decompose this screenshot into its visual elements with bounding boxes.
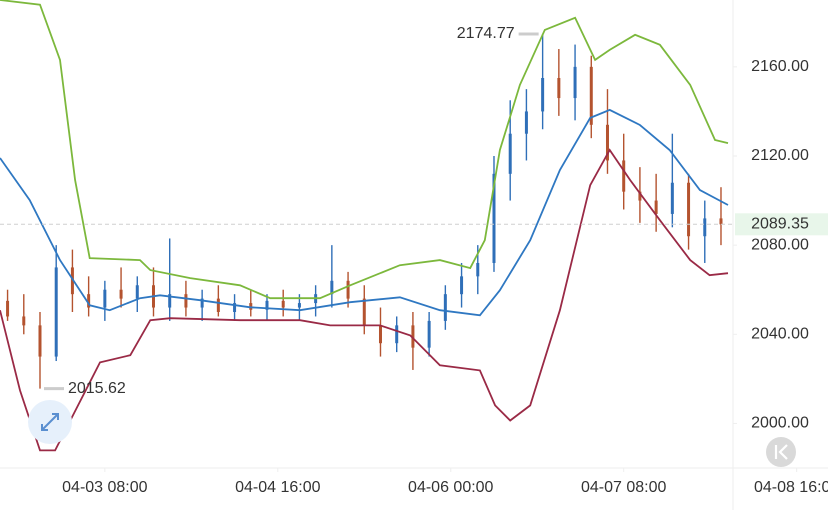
candle-body — [281, 300, 285, 308]
candle-body — [168, 294, 172, 308]
candle-body — [541, 78, 545, 112]
candle-body — [476, 262, 480, 277]
candle-body — [184, 294, 188, 308]
plot — [0, 0, 729, 452]
candle-body — [508, 133, 512, 174]
candle-body — [297, 303, 301, 308]
candle-body — [346, 280, 350, 299]
candle-body — [460, 276, 464, 295]
x-tick-label: 04-03 08:00 — [62, 479, 148, 496]
x-tick-label: 04-07 08:00 — [581, 479, 667, 496]
band-line — [0, 0, 729, 300]
candle-body — [249, 303, 253, 310]
candle-body — [362, 298, 366, 326]
y-tick-label: 2160.00 — [751, 58, 809, 75]
candle-body — [557, 78, 561, 99]
candle-body — [605, 124, 609, 161]
candle-body — [87, 294, 91, 308]
candle-body — [443, 294, 447, 321]
candle-body — [573, 66, 577, 99]
candle-body — [524, 111, 528, 134]
candle-body — [395, 325, 399, 344]
candle-body — [378, 325, 382, 344]
candle-body — [6, 300, 10, 317]
band-line — [0, 108, 729, 317]
candle-body — [492, 173, 496, 263]
candle-body — [216, 298, 220, 312]
candle-body — [719, 218, 723, 225]
min-label: 2015.62 — [68, 380, 126, 397]
candle-body — [622, 160, 626, 192]
candle-body — [103, 289, 107, 308]
x-tick-label: 04-08 16:00 — [754, 479, 828, 496]
expand-button[interactable] — [28, 400, 72, 444]
x-tick-label: 04-06 00:00 — [408, 479, 494, 496]
y-tick-label: 2120.00 — [751, 147, 809, 164]
candle-body — [427, 320, 431, 348]
x-tick-label: 04-04 16:00 — [235, 479, 321, 496]
candle-body — [687, 182, 691, 237]
y-tick-label: 2000.00 — [751, 415, 809, 432]
band-line — [0, 148, 729, 452]
candle-body — [589, 66, 593, 125]
last-price-bg — [735, 213, 828, 236]
candle-body — [330, 280, 334, 295]
candle-body — [638, 191, 642, 201]
max-label: 2174.77 — [457, 25, 515, 42]
candle-body — [38, 325, 42, 357]
candle-body — [654, 200, 658, 214]
candle-body — [135, 285, 139, 299]
candle-body — [233, 303, 237, 312]
candle-body — [54, 267, 58, 357]
candle-body — [265, 300, 269, 310]
last-price-label: 2089.35 — [751, 216, 809, 233]
scroll-to-latest-button[interactable] — [766, 437, 796, 467]
candle-body — [411, 325, 415, 348]
candle-body — [70, 267, 74, 295]
y-tick-label: 2040.00 — [751, 326, 809, 343]
candle-body — [670, 182, 674, 214]
candle-body — [22, 316, 26, 326]
button-icon — [774, 444, 788, 460]
candle-body — [119, 289, 123, 299]
candle-body — [703, 218, 707, 237]
y-tick-label: 2080.00 — [751, 236, 809, 253]
candle-body — [200, 298, 204, 308]
expand-icon — [41, 413, 59, 431]
